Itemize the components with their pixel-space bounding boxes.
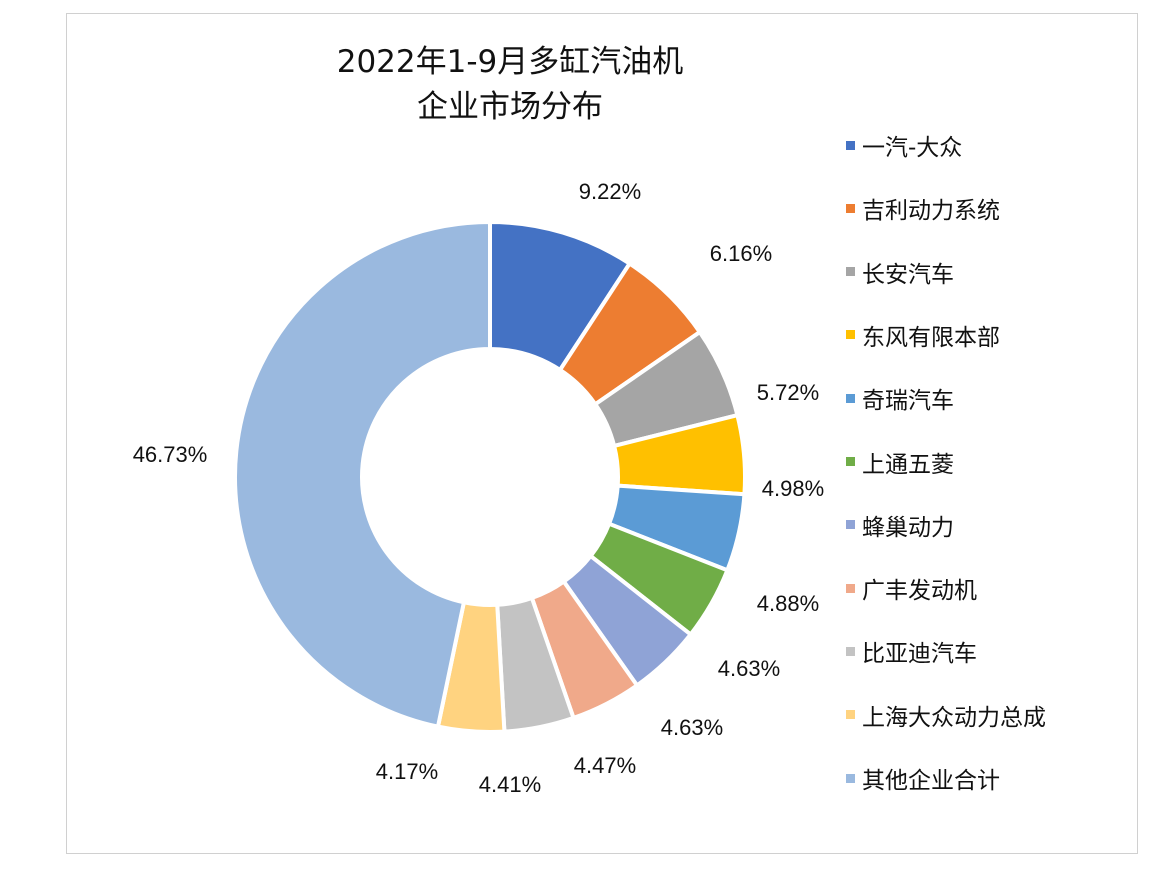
legend-swatch — [846, 773, 855, 783]
legend-item: 长安汽车 — [846, 254, 954, 290]
legend-swatch — [846, 646, 855, 656]
data-label: 5.72% — [757, 380, 819, 405]
data-label: 4.98% — [762, 476, 824, 501]
chart-title-line-2: 企业市场分布 — [417, 89, 603, 125]
legend-label: 吉利动力系统 — [862, 198, 1000, 225]
legend-label: 蜂巢动力 — [862, 514, 954, 541]
chart-title: 2022年1-9月多缸汽油机 企业市场分布 — [300, 40, 720, 130]
legend-label: 比亚迪汽车 — [862, 641, 977, 668]
legend-item: 吉利动力系统 — [846, 190, 1000, 226]
legend-swatch — [846, 393, 855, 403]
legend-swatch — [846, 203, 855, 213]
legend-item: 东风有限本部 — [846, 317, 1000, 353]
legend-item: 蜂巢动力 — [846, 507, 954, 543]
data-label: 4.41% — [479, 772, 541, 797]
legend-item: 奇瑞汽车 — [846, 380, 954, 416]
chart-title-line-1: 2022年1-9月多缸汽油机 — [336, 44, 684, 80]
donut-slice — [233, 219, 492, 730]
legend-swatch — [846, 140, 855, 150]
legend-swatch — [846, 457, 855, 466]
data-label: 9.22% — [579, 179, 641, 204]
legend-label: 长安汽车 — [862, 261, 954, 288]
data-label: 4.63% — [718, 656, 780, 681]
legend-label: 一汽-大众 — [862, 135, 963, 161]
legend-swatch — [846, 710, 855, 720]
legend-item: 上通五菱 — [846, 444, 954, 480]
data-label: 4.17% — [376, 759, 438, 784]
legend-label: 其他企业合计 — [862, 768, 1000, 794]
data-label: 4.63% — [661, 715, 723, 740]
legend-item: 比亚迪汽车 — [846, 633, 977, 669]
data-label: 6.16% — [710, 241, 772, 266]
legend-swatch — [846, 583, 855, 593]
data-label: 4.88% — [757, 591, 819, 616]
legend-item: 广丰发动机 — [846, 570, 977, 606]
legend-swatch — [846, 267, 855, 277]
legend-label: 上通五菱 — [862, 451, 954, 478]
legend-item: 其他企业合计 — [846, 760, 1000, 796]
legend-swatch — [846, 330, 855, 340]
legend-swatch — [846, 520, 855, 530]
legend-label: 奇瑞汽车 — [862, 388, 954, 415]
data-label: 46.73% — [133, 442, 208, 467]
legend-item: 上海大众动力总成 — [846, 697, 1046, 733]
legend-label: 东风有限本部 — [862, 324, 1000, 351]
legend-item: 一汽-大众 — [846, 127, 962, 163]
legend-label: 广丰发动机 — [862, 578, 977, 605]
data-label: 4.47% — [574, 753, 636, 778]
legend-label: 上海大众动力总成 — [862, 704, 1046, 731]
